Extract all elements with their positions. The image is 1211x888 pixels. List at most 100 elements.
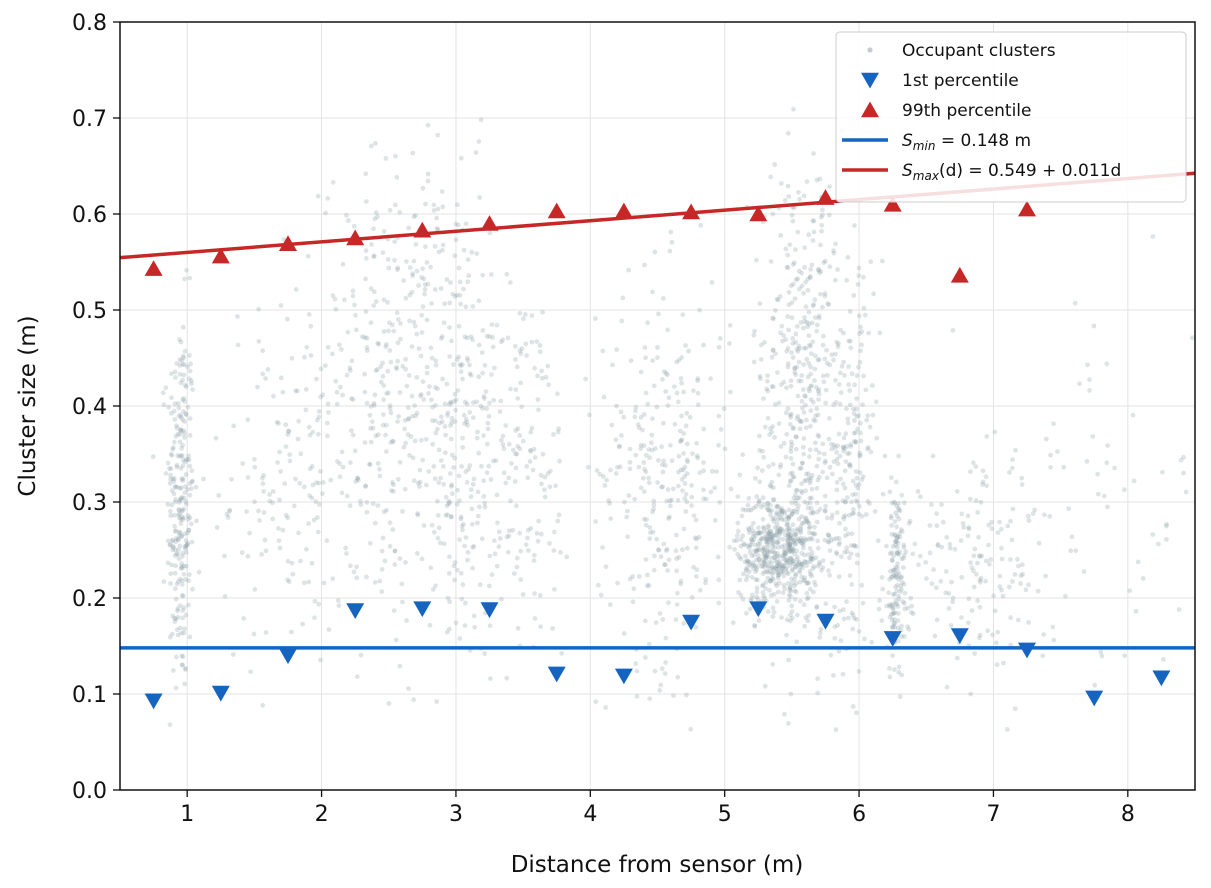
- cluster-point: [861, 274, 866, 280]
- cluster-point: [510, 447, 516, 453]
- cluster-point: [351, 223, 357, 229]
- cluster-point: [161, 402, 167, 408]
- cluster-point: [650, 289, 655, 295]
- cluster-point: [404, 618, 409, 623]
- cluster-point: [816, 357, 822, 363]
- cluster-point: [896, 501, 901, 506]
- cluster-point: [779, 512, 785, 518]
- cluster-point: [286, 579, 292, 585]
- cluster-point: [679, 355, 685, 360]
- cluster-point: [412, 323, 418, 329]
- cluster-point: [625, 534, 630, 540]
- cluster-point: [799, 538, 805, 544]
- cluster-point: [168, 508, 173, 514]
- cluster-point: [532, 616, 538, 621]
- cluster-point: [382, 558, 388, 564]
- cluster-point: [786, 721, 791, 726]
- cluster-point: [805, 471, 811, 477]
- cluster-point: [487, 583, 492, 589]
- cluster-point: [442, 401, 448, 407]
- cluster-point: [680, 547, 685, 553]
- y-tick-label: 0.0: [72, 779, 107, 804]
- cluster-point: [747, 545, 752, 551]
- cluster-point: [431, 464, 437, 469]
- cluster-point: [893, 598, 899, 603]
- cluster-point: [882, 453, 888, 459]
- cluster-point: [671, 384, 677, 389]
- cluster-point: [512, 344, 518, 349]
- cluster-point: [181, 563, 187, 569]
- cluster-point: [463, 535, 469, 540]
- cluster-point: [825, 372, 830, 378]
- cluster-point: [265, 367, 271, 372]
- cluster-point: [517, 446, 523, 452]
- cluster-point: [769, 548, 775, 554]
- cluster-point: [247, 530, 253, 536]
- cluster-point: [716, 442, 721, 448]
- cluster-point: [411, 478, 417, 484]
- cluster-point: [643, 355, 648, 361]
- cluster-point: [358, 652, 364, 658]
- cluster-point: [161, 579, 167, 584]
- cluster-point: [179, 533, 185, 539]
- cluster-point: [438, 475, 443, 481]
- cluster-point: [256, 508, 261, 514]
- cluster-point: [850, 612, 856, 618]
- cluster-point: [555, 518, 561, 524]
- cluster-point: [695, 402, 701, 408]
- cluster-point: [946, 591, 952, 596]
- cluster-point: [794, 487, 800, 493]
- p1-marker: [682, 614, 701, 631]
- cluster-point: [756, 557, 762, 562]
- cluster-point: [831, 402, 836, 408]
- cluster-point: [394, 364, 399, 370]
- cluster-point: [794, 526, 800, 532]
- cluster-point: [807, 495, 813, 501]
- cluster-point: [893, 584, 898, 590]
- cluster-point: [416, 283, 421, 288]
- cluster-point: [835, 267, 840, 272]
- cluster-point: [764, 541, 770, 547]
- cluster-point: [387, 348, 393, 353]
- cluster-point: [815, 477, 821, 483]
- cluster-point: [985, 628, 991, 634]
- cluster-point: [658, 682, 664, 688]
- cluster-point: [369, 419, 375, 424]
- cluster-point: [716, 577, 722, 583]
- cluster-point: [532, 591, 537, 596]
- cluster-point: [809, 573, 815, 579]
- cluster-point: [181, 495, 187, 501]
- cluster-point: [779, 569, 784, 575]
- cluster-point: [681, 431, 687, 436]
- cluster-point: [634, 668, 640, 674]
- cluster-point: [813, 447, 819, 453]
- cluster-point: [1105, 443, 1110, 448]
- cluster-point: [788, 531, 793, 537]
- cluster-point: [470, 415, 476, 420]
- cluster-point: [306, 312, 312, 317]
- cluster-point: [171, 408, 177, 414]
- cluster-point: [347, 503, 353, 509]
- cluster-point: [552, 587, 557, 592]
- cluster-point: [863, 387, 869, 393]
- cluster-point: [892, 667, 897, 672]
- cluster-point: [371, 226, 376, 232]
- cluster-point: [675, 399, 681, 405]
- cluster-point: [451, 399, 457, 404]
- cluster-point: [768, 540, 774, 546]
- cluster-point: [785, 535, 791, 540]
- cluster-point: [508, 386, 513, 392]
- cluster-point: [887, 489, 893, 495]
- cluster-point: [169, 502, 175, 508]
- cluster-point: [826, 532, 831, 538]
- cluster-point: [773, 581, 779, 586]
- cluster-point: [770, 570, 776, 575]
- cluster-point: [277, 545, 283, 551]
- cluster-point: [514, 364, 520, 370]
- cluster-point: [179, 509, 185, 514]
- cluster-point: [901, 555, 906, 561]
- cluster-point: [178, 566, 184, 571]
- cluster-point: [787, 525, 792, 531]
- cluster-point: [176, 532, 182, 538]
- cluster-point: [190, 586, 195, 592]
